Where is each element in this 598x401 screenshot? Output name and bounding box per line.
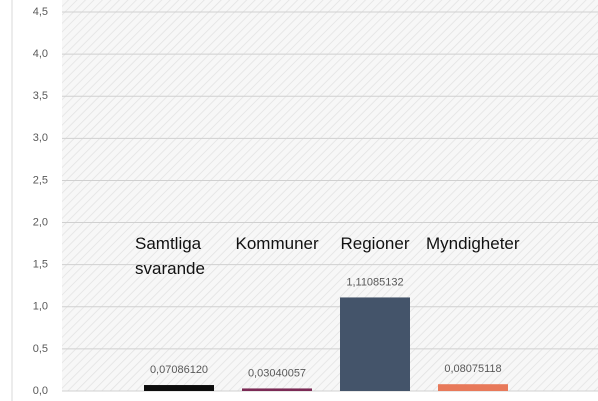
bar <box>242 388 312 391</box>
y-tick-label: 3,0 <box>33 132 48 144</box>
category-label: Regioner <box>340 234 410 253</box>
value-label: 1,11085132 <box>346 276 403 288</box>
category-label: Kommuner <box>235 234 319 253</box>
y-tick-label: 2,5 <box>33 174 48 186</box>
y-tick-label: 1,0 <box>33 301 48 313</box>
plot-background <box>62 0 598 391</box>
y-tick-label: 4,0 <box>33 48 48 60</box>
bar <box>438 384 508 391</box>
y-tick-label: 2,0 <box>33 216 48 228</box>
bar <box>144 385 214 391</box>
value-label: 0,07086120 <box>150 364 208 376</box>
y-tick-label: 4,5 <box>33 6 48 18</box>
category-label: Myndigheter <box>426 234 520 253</box>
y-tick-label: 3,5 <box>33 90 48 102</box>
value-label: 0,08075118 <box>444 363 501 375</box>
y-tick-label: 0,5 <box>33 343 48 355</box>
y-tick-label: 0,0 <box>33 385 48 397</box>
bar <box>340 297 410 391</box>
value-label: 0,03040057 <box>248 367 306 379</box>
y-tick-label: 1,5 <box>33 259 48 271</box>
category-label: Samtliga svarande <box>135 234 205 278</box>
